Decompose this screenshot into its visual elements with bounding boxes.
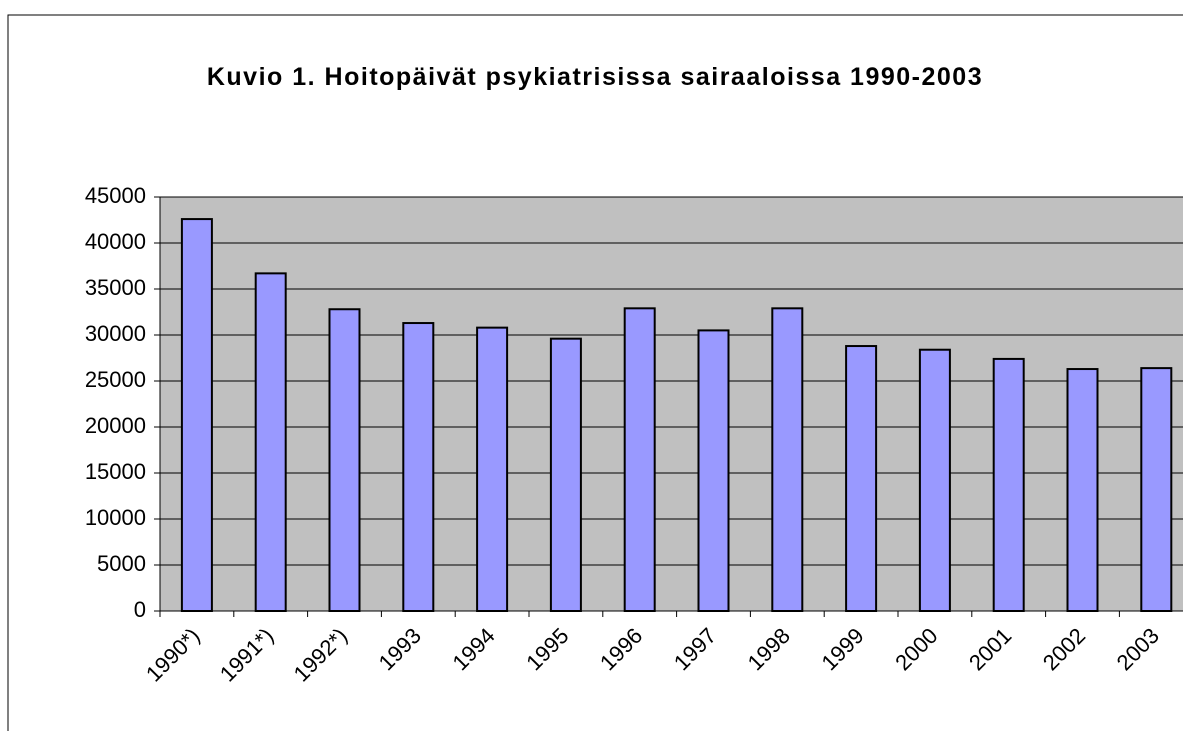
bar [180,218,213,613]
y-tick-label: 20000 [85,413,146,438]
bar [476,326,509,612]
y-tick-label: 30000 [85,321,146,346]
bar [1066,368,1099,613]
chart-title: Kuvio 1. Hoitopäivät psykiatrisissa sair… [206,63,984,91]
bar [549,337,582,612]
bar [254,272,287,612]
y-tick-label: 0 [134,597,146,622]
y-tick-label: 5000 [97,551,146,576]
bar [328,308,361,612]
y-tick-label: 35000 [85,275,146,300]
bar [402,322,435,612]
bar [697,329,730,612]
y-tick-label: 25000 [85,367,146,392]
y-tick-label: 45000 [85,183,146,208]
bar [918,348,951,612]
bar [1140,367,1173,612]
y-tick-label: 40000 [85,229,146,254]
y-tick-label: 10000 [85,505,146,530]
bar [845,345,878,612]
bar [992,357,1025,613]
bar [771,307,804,612]
bar [623,307,656,612]
plot-area [160,197,1183,611]
y-tick-label: 15000 [85,459,146,484]
